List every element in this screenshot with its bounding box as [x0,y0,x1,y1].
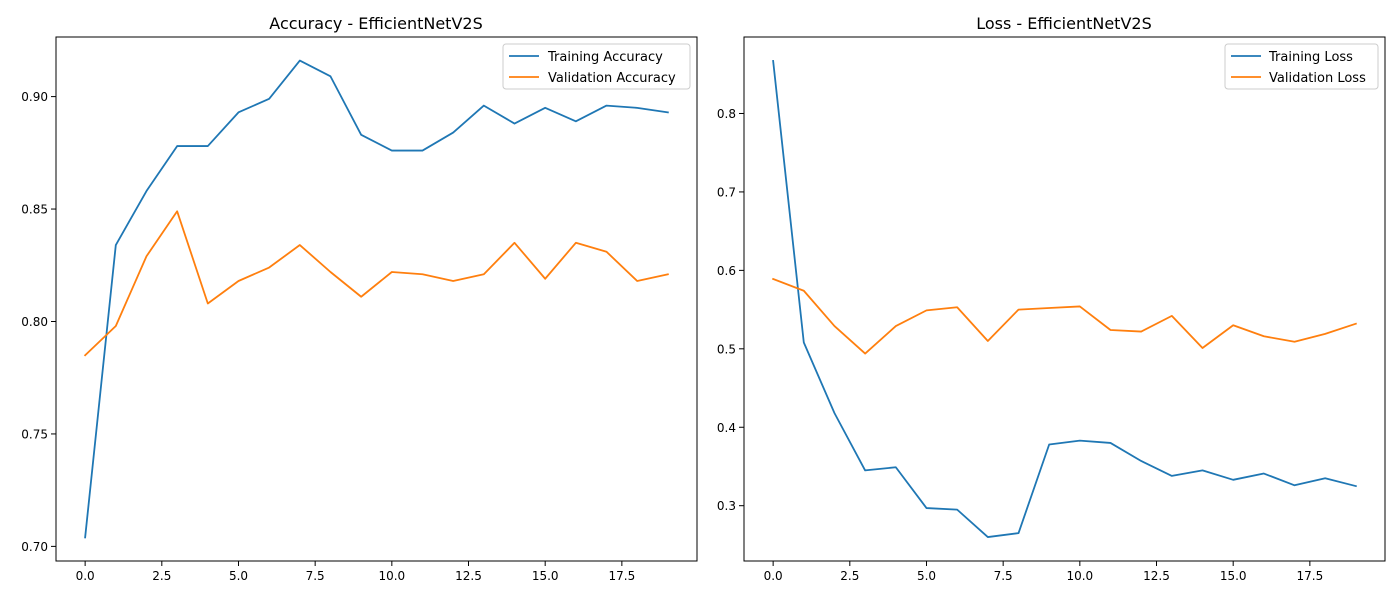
legend-label-training-loss: Training Loss [1268,50,1353,65]
x-tick-label: 0.0 [76,569,95,583]
legend: Training Loss Validation Loss [1224,43,1379,90]
y-tick-label: 0.6 [717,264,736,278]
series-lines [83,59,669,539]
x-tick-label: 7.5 [306,569,325,583]
axis-ticks: 0.0 2.5 5.0 7.5 10.0 12.5 15.0 17.5 0.3 0.4 0.5 0.6… [717,107,1323,583]
x-tick-label: 2.5 [840,569,859,583]
y-tick-label: 0.90 [21,90,48,104]
y-tick-label: 0.7 [717,185,736,199]
chart-title: Accuracy - EfficientNetV2S [269,14,482,33]
y-tick-label: 0.85 [21,203,48,217]
series-lines [771,59,1357,538]
x-tick-label: 7.5 [994,569,1013,583]
y-tick-label: 0.75 [21,427,48,441]
plot-area-frame [55,36,698,562]
legend-label-validation-loss: Validation Loss [1269,71,1366,86]
series-line-training-accuracy [84,59,669,539]
y-tick-label: 0.5 [717,342,736,356]
x-tick-label: 12.5 [455,569,482,583]
legend-label-validation-accuracy: Validation Accuracy [548,71,676,86]
y-tick-label: 0.70 [21,540,48,554]
x-tick-label: 2.5 [152,569,171,583]
x-tick-label: 10.0 [378,569,405,583]
y-tick-label: 0.3 [717,499,736,513]
chart-title: Loss - EfficientNetV2S [976,14,1151,33]
plot-area-frame [743,36,1386,562]
accuracy-chart: Accuracy - EfficientNetV2S 0.0 2.5 5.0 7.5 1… [21,14,698,583]
x-tick-label: 15.0 [532,569,559,583]
y-tick-label: 0.4 [717,421,736,435]
y-tick-label: 0.8 [717,107,736,121]
x-tick-label: 5.0 [917,569,936,583]
loss-chart: Loss - EfficientNetV2S 0.0 2.5 5.0 7.5 10.0 1… [717,14,1386,583]
x-tick-label: 10.0 [1066,569,1093,583]
legend-box [1224,43,1379,90]
x-tick-label: 17.5 [608,569,635,583]
legend-box [502,43,691,90]
series-line-validation-loss [771,277,1357,355]
x-tick-label: 5.0 [229,569,248,583]
legend: Training Accuracy Validation Accuracy [502,43,691,90]
x-tick-label: 15.0 [1220,569,1247,583]
x-tick-label: 17.5 [1296,569,1323,583]
y-tick-label: 0.80 [21,315,48,329]
legend-label-training-accuracy: Training Accuracy [547,50,663,65]
series-line-training-loss [772,59,1357,538]
x-tick-label: 12.5 [1143,569,1170,583]
series-line-validation-accuracy [83,210,669,357]
axis-ticks: 0.0 2.5 5.0 7.5 10.0 12.5 15.0 17.5 0.70 0.75 0.80… [21,90,635,583]
x-tick-label: 0.0 [764,569,783,583]
